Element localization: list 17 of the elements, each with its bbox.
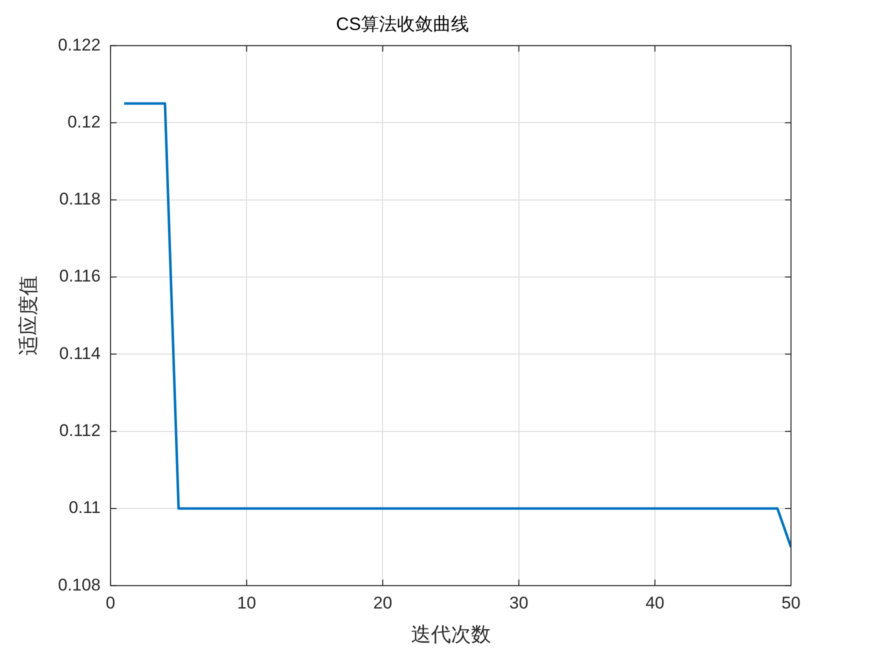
x-tick-label: 10: [237, 593, 256, 612]
y-tick-label: 0.122: [58, 35, 101, 54]
y-tick-label: 0.114: [59, 344, 101, 363]
x-axis-title: 迭代次数: [410, 622, 491, 646]
chart-title: CS算法收敛曲线: [336, 14, 470, 34]
y-tick-label: 0.12: [67, 112, 101, 132]
x-tick-label: 50: [782, 593, 800, 612]
y-tick-label: 0.118: [59, 190, 101, 209]
y-tick-label: 0.108: [58, 575, 101, 594]
x-tick-label: 0: [106, 593, 116, 612]
y-axis-title: 适应度值: [16, 276, 40, 356]
y-tick-label: 0.11: [68, 498, 101, 518]
x-tick-label: 30: [509, 593, 528, 612]
x-tick-label: 40: [645, 593, 664, 612]
x-tick-label: 20: [373, 593, 392, 612]
y-tick-label: 0.112: [59, 421, 101, 440]
y-tick-label: 0.116: [59, 266, 101, 286]
